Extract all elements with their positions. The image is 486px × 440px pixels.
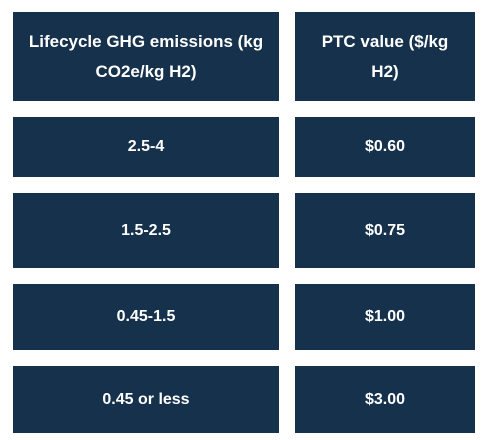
table-cell: $1.00	[295, 284, 475, 350]
table-cell: 0.45-1.5	[13, 284, 279, 350]
header-cell: PTC value ($/kg H2)	[295, 12, 475, 101]
table-cell: 0.45 or less	[13, 366, 279, 433]
table-cell: 2.5-4	[13, 117, 279, 177]
table-cell: $3.00	[295, 366, 475, 433]
table-cell: 1.5-2.5	[13, 193, 279, 268]
table-cell: $0.75	[295, 193, 475, 268]
header-cell: Lifecycle GHG emissions (kg CO2e/kg H2)	[13, 12, 279, 101]
table-cell: $0.60	[295, 117, 475, 177]
